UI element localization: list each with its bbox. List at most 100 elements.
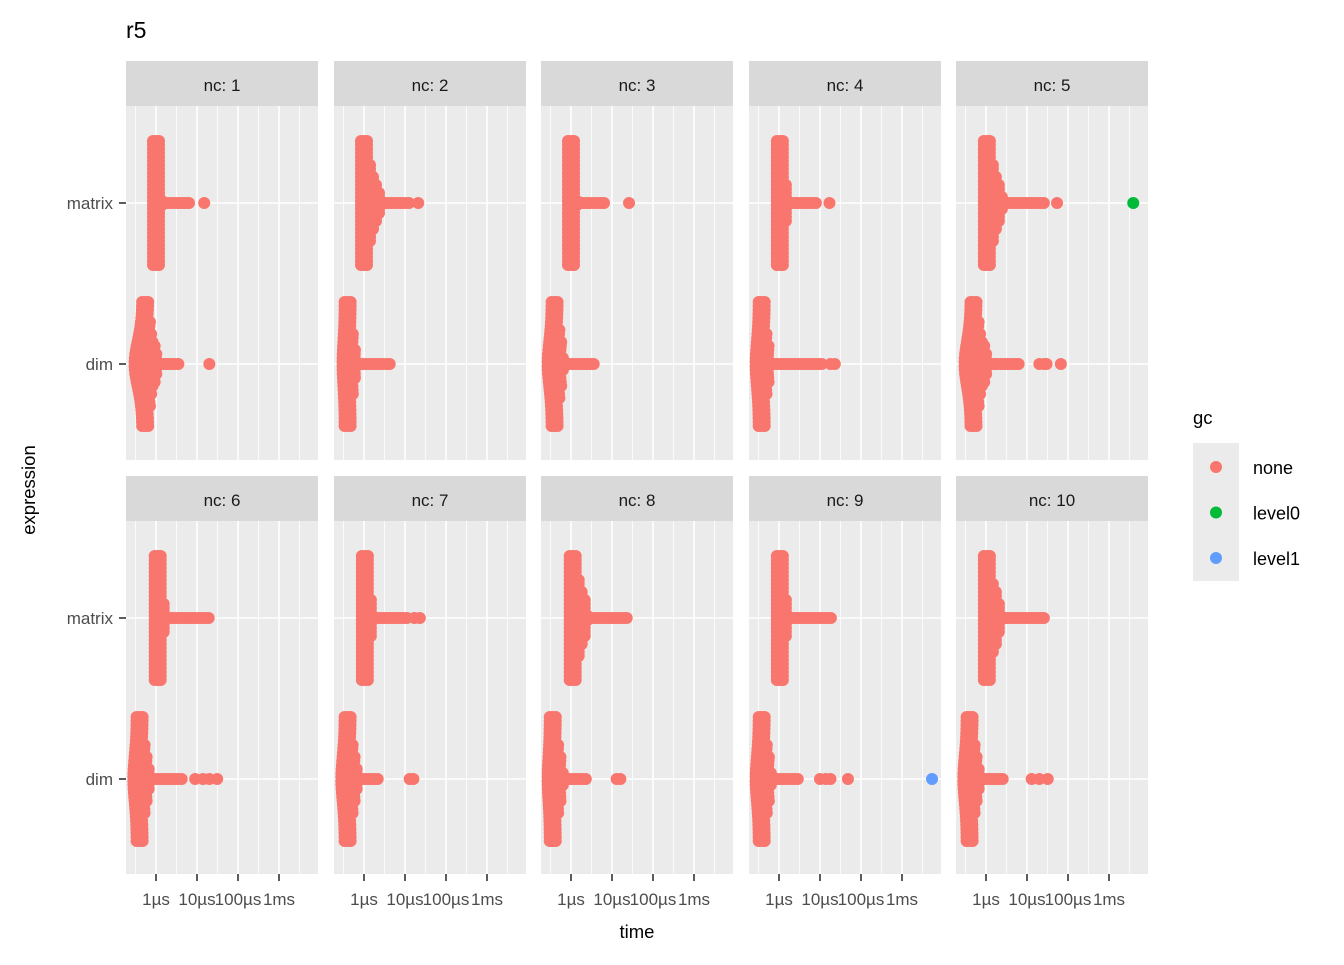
data-point <box>403 197 415 209</box>
x-tick-label: 1ms <box>1093 890 1125 909</box>
swarm-dim <box>335 711 420 847</box>
swarm-matrix <box>770 135 836 271</box>
facet-strip <box>126 61 318 106</box>
x-tick-label: 10µs <box>1008 890 1045 909</box>
outlier-point-none <box>1040 358 1053 370</box>
facet-panel: nc: 4 <box>749 61 941 460</box>
facet-strip <box>541 61 733 106</box>
x-tick-label: 1ms <box>471 890 503 909</box>
x-tick-label: 100µs <box>1045 890 1092 909</box>
outlier-point-none <box>841 773 854 785</box>
data-point <box>568 259 580 271</box>
swarm-matrix <box>148 550 215 686</box>
swarm-matrix <box>563 550 633 686</box>
swarm-matrix <box>770 550 837 686</box>
x-tick-label: 100µs <box>423 890 470 909</box>
data-point <box>587 358 600 370</box>
swarm-dim <box>958 296 1067 432</box>
facet-strip-label: nc: 7 <box>412 491 449 510</box>
data-point <box>970 420 983 432</box>
facet-strip <box>126 476 318 521</box>
data-point <box>824 612 837 624</box>
facet-panel: nc: 10 <box>956 476 1148 874</box>
outlier-point-none <box>1051 197 1064 209</box>
swarm-dim <box>128 296 216 432</box>
data-point <box>620 612 633 624</box>
facet-strip-label: nc: 6 <box>204 491 241 510</box>
facet-panel: nc: 6 <box>126 476 318 874</box>
swarm-matrix <box>977 135 1140 271</box>
outlier-point-none <box>1033 773 1046 785</box>
data-point <box>815 358 828 370</box>
outlier-point-none <box>1041 773 1054 785</box>
x-tick-label: 1ms <box>263 890 295 909</box>
data-point <box>776 674 789 686</box>
data-point <box>758 835 771 847</box>
legend-label: none <box>1253 458 1293 478</box>
facet-strip-label: nc: 10 <box>1029 491 1075 510</box>
legend-label: level1 <box>1253 549 1300 569</box>
outlier-point-none <box>823 197 836 209</box>
swarm-dim <box>749 711 939 847</box>
data-point <box>1037 612 1050 624</box>
legend-key-level0 <box>1210 506 1222 519</box>
swarm-dim <box>749 296 841 432</box>
outlier-point-none <box>413 612 426 624</box>
legend-label: level0 <box>1253 504 1300 524</box>
data-point <box>776 259 789 271</box>
data-point <box>598 197 610 209</box>
facet-panel: nc: 2 <box>334 61 526 460</box>
outlier-point-none <box>824 773 837 785</box>
y-tick-label: matrix <box>67 194 114 213</box>
swarm-matrix <box>355 550 426 686</box>
facet-strip-label: nc: 1 <box>204 76 241 95</box>
data-point <box>549 835 562 847</box>
x-tick-label: 1µs <box>350 890 378 909</box>
swarm-dim <box>336 296 396 432</box>
outlier-point-none <box>412 197 425 209</box>
y-tick-label: matrix <box>67 609 114 628</box>
legend-title: gc <box>1193 407 1213 428</box>
swarm-dim <box>957 711 1054 847</box>
outlier-point-none <box>614 773 627 785</box>
x-axis-title: time <box>620 921 655 942</box>
data-point <box>344 420 357 432</box>
swarm-matrix <box>147 135 211 271</box>
data-point <box>142 420 155 432</box>
outlier-point-level0 <box>1127 197 1140 209</box>
facet-strip <box>749 476 941 521</box>
swarm-dim <box>541 711 627 847</box>
facet-strip-label: nc: 5 <box>1034 76 1071 95</box>
outlier-point-none <box>211 773 224 785</box>
data-point <box>136 835 149 847</box>
facet-strip <box>749 61 941 106</box>
x-tick-label: 1ms <box>678 890 710 909</box>
outlier-point-none <box>407 773 420 785</box>
chart-title: r5 <box>126 17 146 43</box>
facet-strip-label: nc: 4 <box>827 76 864 95</box>
data-point <box>344 835 357 847</box>
data-point <box>172 358 185 370</box>
y-axis-title: expression <box>18 445 39 534</box>
facet-strip-label: nc: 9 <box>827 491 864 510</box>
legend-key-none <box>1210 461 1222 473</box>
facet-strip <box>541 476 733 521</box>
x-tick-label: 100µs <box>630 890 677 909</box>
facet-strip-label: nc: 8 <box>619 491 656 510</box>
x-tick-label: 10µs <box>593 890 630 909</box>
swarm-matrix <box>977 550 1050 686</box>
facet-strip <box>334 476 526 521</box>
outlier-point-none <box>198 197 211 209</box>
x-tick-label: 100µs <box>215 890 262 909</box>
data-point <box>966 835 979 847</box>
y-tick-label: dim <box>86 770 113 789</box>
outlier-point-level1 <box>926 773 939 785</box>
facet-panels: nc: 1 matrix dim nc: 2 nc: 3 nc: 4 nc: 5 nc: 6 m… <box>67 61 1148 909</box>
data-point <box>183 197 195 209</box>
data-point <box>791 773 804 785</box>
legend-key-level1 <box>1210 552 1222 564</box>
data-point <box>202 612 215 624</box>
x-tick-label: 1µs <box>972 890 1000 909</box>
outlier-point-none <box>623 197 636 209</box>
outlier-point-none <box>1054 358 1067 370</box>
